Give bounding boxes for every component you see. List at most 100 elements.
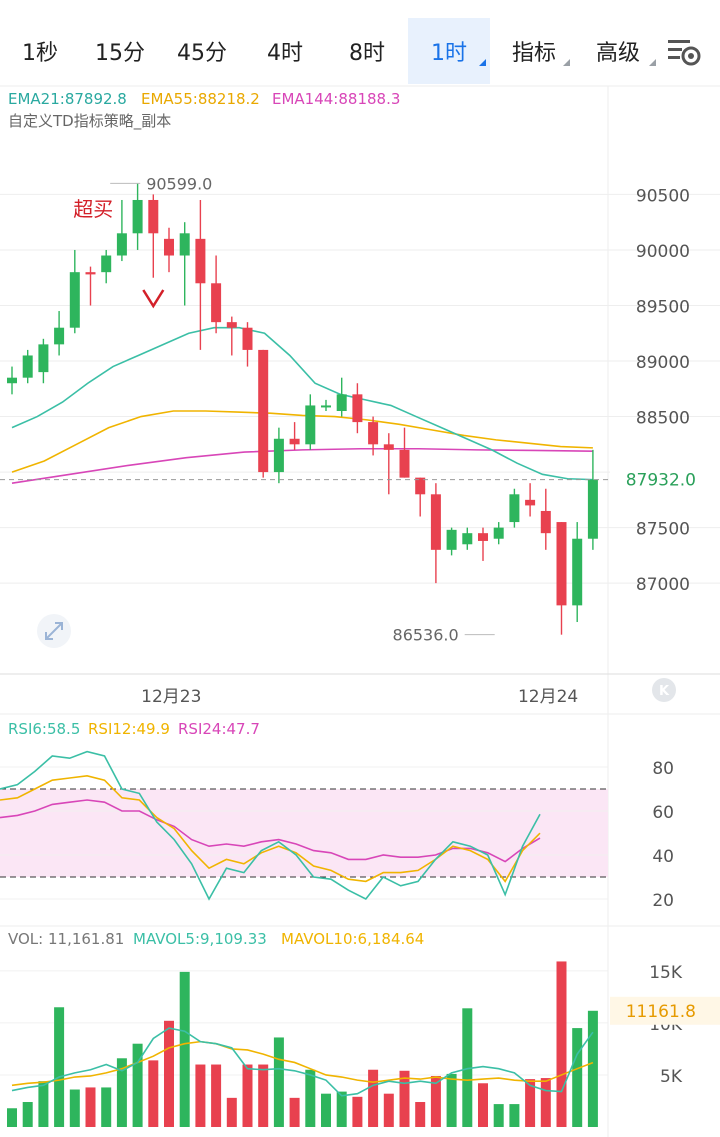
dropdown-triangle-icon xyxy=(479,59,486,66)
collapse-icon-glyph: K xyxy=(659,684,670,699)
mavol5-line xyxy=(11,1027,594,1097)
volume-bar xyxy=(22,1102,33,1127)
candle-body xyxy=(211,283,222,323)
volume-bar xyxy=(242,1064,253,1127)
tab-1[interactable]: 15分 xyxy=(80,18,160,84)
y-tick-label: 87000 xyxy=(636,575,690,595)
candle-body xyxy=(556,522,567,606)
volume-bar xyxy=(525,1079,536,1127)
volume-bar xyxy=(7,1108,17,1127)
tab-label: 高级 xyxy=(595,41,640,66)
volume-bar xyxy=(85,1087,96,1127)
ema144-line xyxy=(11,447,593,484)
y-tick-label: 88500 xyxy=(636,409,690,429)
candle-body xyxy=(38,344,49,373)
vol-y-tick: 15K xyxy=(649,963,683,983)
volume-bar xyxy=(321,1093,331,1127)
y-tick-label: 89000 xyxy=(636,353,690,373)
volume-bar xyxy=(587,1010,598,1127)
rsi-y-tick: 80 xyxy=(652,759,674,779)
candle-body xyxy=(69,272,80,328)
tab-label: 15分 xyxy=(95,41,145,66)
ema21-line xyxy=(11,326,593,481)
tab-6[interactable]: 指标 xyxy=(494,18,574,84)
candle-body xyxy=(116,233,127,256)
volume-bar xyxy=(116,1058,127,1127)
candle-body xyxy=(148,199,159,234)
volume-bar xyxy=(258,1064,269,1127)
rsi-y-tick: 40 xyxy=(652,847,674,867)
candle-body xyxy=(305,405,316,445)
rsi12-line xyxy=(0,774,541,883)
candle-body xyxy=(22,355,33,378)
candle-body xyxy=(399,449,410,478)
vol-legend-2: MAVOL10:6,184.64 xyxy=(281,930,424,948)
candle-body xyxy=(430,494,441,550)
candle-body xyxy=(54,327,65,345)
tab-3[interactable]: 4时 xyxy=(244,18,326,84)
ema55-line xyxy=(11,410,593,473)
tab-label: 指标 xyxy=(511,41,556,66)
rsi-y-tick: 60 xyxy=(652,803,674,823)
volume-bar xyxy=(164,1020,174,1127)
vol-legend-1: MAVOL5:9,109.33 xyxy=(133,930,267,948)
volume-bar xyxy=(430,1075,441,1127)
chart-settings-icon[interactable] xyxy=(664,34,704,70)
volume-bar xyxy=(415,1102,426,1127)
expand-icon-glyph xyxy=(45,622,63,640)
volume-bar xyxy=(446,1073,457,1127)
candle-body xyxy=(321,405,331,408)
tab-5[interactable]: 1时 xyxy=(408,18,490,84)
candle-body xyxy=(415,477,426,495)
volume-bar xyxy=(226,1097,237,1127)
ema-legend-2: EMA144:88188.3 xyxy=(272,90,400,108)
candle-body xyxy=(446,529,457,550)
candle-body xyxy=(101,255,112,273)
low-marker-label: 86536.0 xyxy=(393,626,459,645)
tab-label: 1时 xyxy=(431,41,467,66)
candle-body xyxy=(352,394,363,423)
volume-bar xyxy=(38,1081,49,1127)
candle-body xyxy=(85,272,96,275)
vol-current-badge xyxy=(610,996,720,1025)
candle-body xyxy=(587,479,598,539)
candle-body xyxy=(383,444,394,450)
volume-bar xyxy=(289,1097,300,1127)
tab-4[interactable]: 8时 xyxy=(326,18,408,84)
candle-body xyxy=(525,499,536,506)
signal-label: 超买 xyxy=(73,197,113,221)
y-tick-label: 90500 xyxy=(636,186,690,206)
candle-body xyxy=(509,494,520,523)
volume-bar xyxy=(273,1037,284,1127)
dropdown-triangle-icon xyxy=(649,59,656,66)
tab-label: 45分 xyxy=(177,41,227,66)
tab-7[interactable]: 高级 xyxy=(576,18,660,84)
tab-2[interactable]: 45分 xyxy=(160,18,244,84)
candle-body xyxy=(540,510,551,534)
y-tick-label: 89500 xyxy=(636,297,690,317)
rsi24-line xyxy=(0,799,541,863)
y-tick-label: 87500 xyxy=(636,520,690,540)
candle-body xyxy=(273,438,284,473)
vol-legend-0: VOL: 11,161.81 xyxy=(8,930,124,948)
rsi-legend-0: RSI6:58.5 xyxy=(8,720,80,738)
rsi6-line xyxy=(0,750,541,901)
volume-bar xyxy=(383,1093,394,1127)
tab-0[interactable]: 1秒 xyxy=(0,18,80,84)
candle-body xyxy=(289,438,300,445)
volume-bar xyxy=(368,1069,379,1127)
volume-bar xyxy=(399,1070,410,1127)
volume-bar xyxy=(195,1064,206,1127)
volume-bar xyxy=(462,1008,473,1127)
candle-body xyxy=(179,233,190,256)
x-tick-label: 12月24 xyxy=(518,687,578,707)
candle-body xyxy=(478,533,488,541)
volume-bar xyxy=(509,1104,520,1127)
strategy-label: 自定义TD指标策略_副本 xyxy=(8,112,171,131)
candle-body xyxy=(7,377,17,384)
y-tick-label: 90000 xyxy=(636,242,690,262)
x-tick-label: 12月23 xyxy=(141,687,201,707)
volume-bar xyxy=(556,961,567,1127)
vol-y-tick: 5K xyxy=(660,1067,683,1087)
